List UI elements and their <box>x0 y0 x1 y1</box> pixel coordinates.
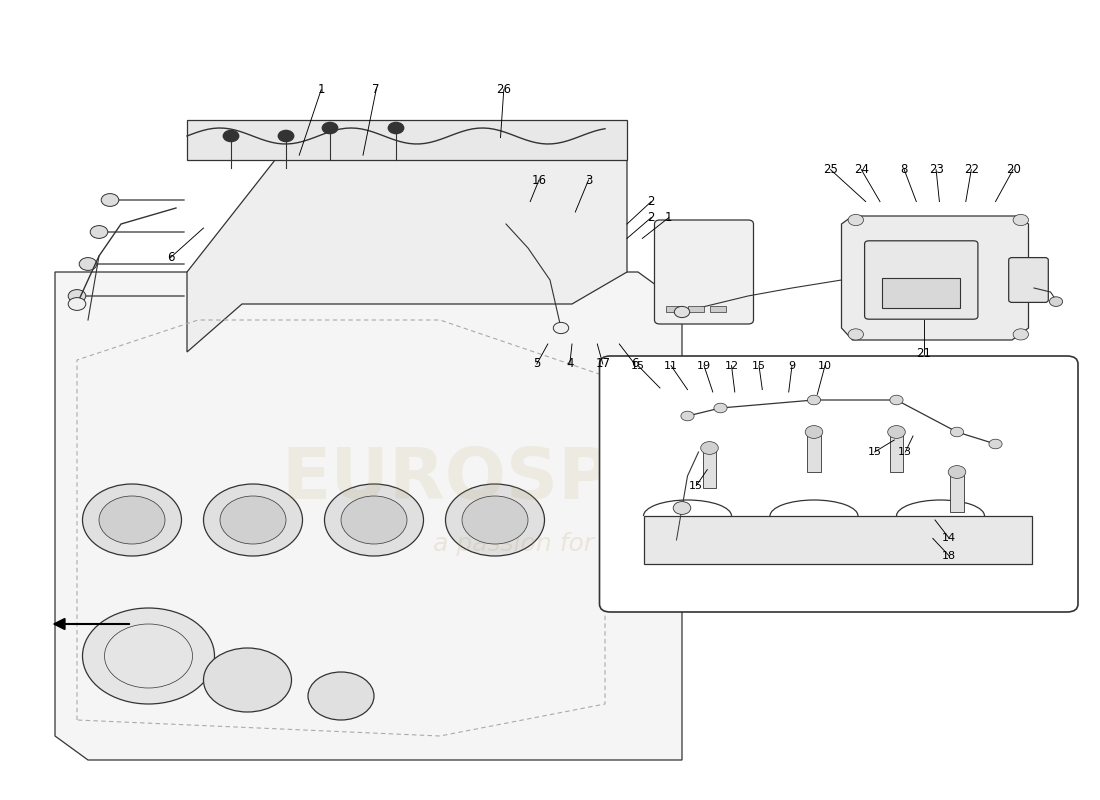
Text: 26: 26 <box>496 83 512 96</box>
Text: 6: 6 <box>167 251 174 264</box>
Text: 15: 15 <box>631 361 645 370</box>
Polygon shape <box>187 160 627 352</box>
Circle shape <box>220 496 286 544</box>
FancyBboxPatch shape <box>882 278 960 308</box>
Bar <box>666 306 682 312</box>
FancyBboxPatch shape <box>600 356 1078 612</box>
Circle shape <box>68 298 86 310</box>
Text: 17: 17 <box>595 358 610 370</box>
FancyBboxPatch shape <box>654 220 754 324</box>
Circle shape <box>553 322 569 334</box>
Circle shape <box>446 484 544 556</box>
Text: 1: 1 <box>318 83 324 96</box>
Text: 15: 15 <box>752 361 766 370</box>
Bar <box>688 306 704 312</box>
Circle shape <box>888 426 905 438</box>
Text: 20: 20 <box>1005 163 1021 176</box>
Text: 8: 8 <box>901 163 908 176</box>
Text: 15: 15 <box>868 447 881 457</box>
FancyBboxPatch shape <box>865 241 978 319</box>
Text: 11: 11 <box>664 361 678 370</box>
Circle shape <box>948 466 966 478</box>
Circle shape <box>204 648 292 712</box>
Text: 9: 9 <box>789 361 795 370</box>
Circle shape <box>322 122 338 134</box>
Text: 1: 1 <box>666 211 672 224</box>
Text: 21: 21 <box>916 347 932 360</box>
Circle shape <box>68 290 86 302</box>
Circle shape <box>807 395 821 405</box>
Circle shape <box>1013 214 1028 226</box>
Text: 6: 6 <box>631 358 638 370</box>
Circle shape <box>674 306 690 318</box>
Text: 22: 22 <box>964 163 979 176</box>
Bar <box>807 434 821 472</box>
Circle shape <box>82 608 214 704</box>
Circle shape <box>99 496 165 544</box>
Circle shape <box>82 484 182 556</box>
Text: EUROSPARES: EUROSPARES <box>282 446 818 514</box>
Circle shape <box>950 427 964 437</box>
Text: 10: 10 <box>818 361 832 370</box>
Text: 14: 14 <box>943 534 956 543</box>
Bar <box>890 434 903 472</box>
Circle shape <box>714 403 727 413</box>
Text: 2: 2 <box>648 195 654 208</box>
Circle shape <box>848 214 864 226</box>
Text: 5: 5 <box>534 358 540 370</box>
Polygon shape <box>644 516 1032 564</box>
Circle shape <box>101 194 119 206</box>
Circle shape <box>341 496 407 544</box>
Polygon shape <box>842 216 1028 340</box>
Text: 16: 16 <box>531 174 547 186</box>
Text: 4: 4 <box>566 358 573 370</box>
Circle shape <box>890 395 903 405</box>
Polygon shape <box>55 272 682 760</box>
Circle shape <box>204 484 302 556</box>
FancyBboxPatch shape <box>1009 258 1048 302</box>
Text: 18: 18 <box>943 551 956 561</box>
Circle shape <box>79 258 97 270</box>
Circle shape <box>848 329 864 340</box>
Text: 23: 23 <box>928 163 944 176</box>
Circle shape <box>1013 329 1028 340</box>
Circle shape <box>805 426 823 438</box>
Circle shape <box>308 672 374 720</box>
Text: 12: 12 <box>725 361 738 370</box>
Polygon shape <box>187 120 627 160</box>
Bar <box>703 450 716 488</box>
Text: a passion for parts: a passion for parts <box>433 532 667 556</box>
Circle shape <box>278 130 294 142</box>
Circle shape <box>90 226 108 238</box>
Circle shape <box>462 496 528 544</box>
Circle shape <box>388 122 404 134</box>
Text: 7: 7 <box>373 83 380 96</box>
Text: 3: 3 <box>585 174 592 186</box>
Bar <box>950 474 964 512</box>
Text: 15: 15 <box>690 481 703 490</box>
Circle shape <box>681 411 694 421</box>
Circle shape <box>1049 297 1063 306</box>
Circle shape <box>223 130 239 142</box>
Text: 19: 19 <box>697 361 711 370</box>
Circle shape <box>989 439 1002 449</box>
Text: 2: 2 <box>648 211 654 224</box>
Text: 24: 24 <box>854 163 869 176</box>
Text: 13: 13 <box>899 447 912 457</box>
Bar <box>710 306 726 312</box>
Text: 25: 25 <box>823 163 838 176</box>
Circle shape <box>324 484 424 556</box>
Circle shape <box>673 502 691 514</box>
Circle shape <box>701 442 718 454</box>
